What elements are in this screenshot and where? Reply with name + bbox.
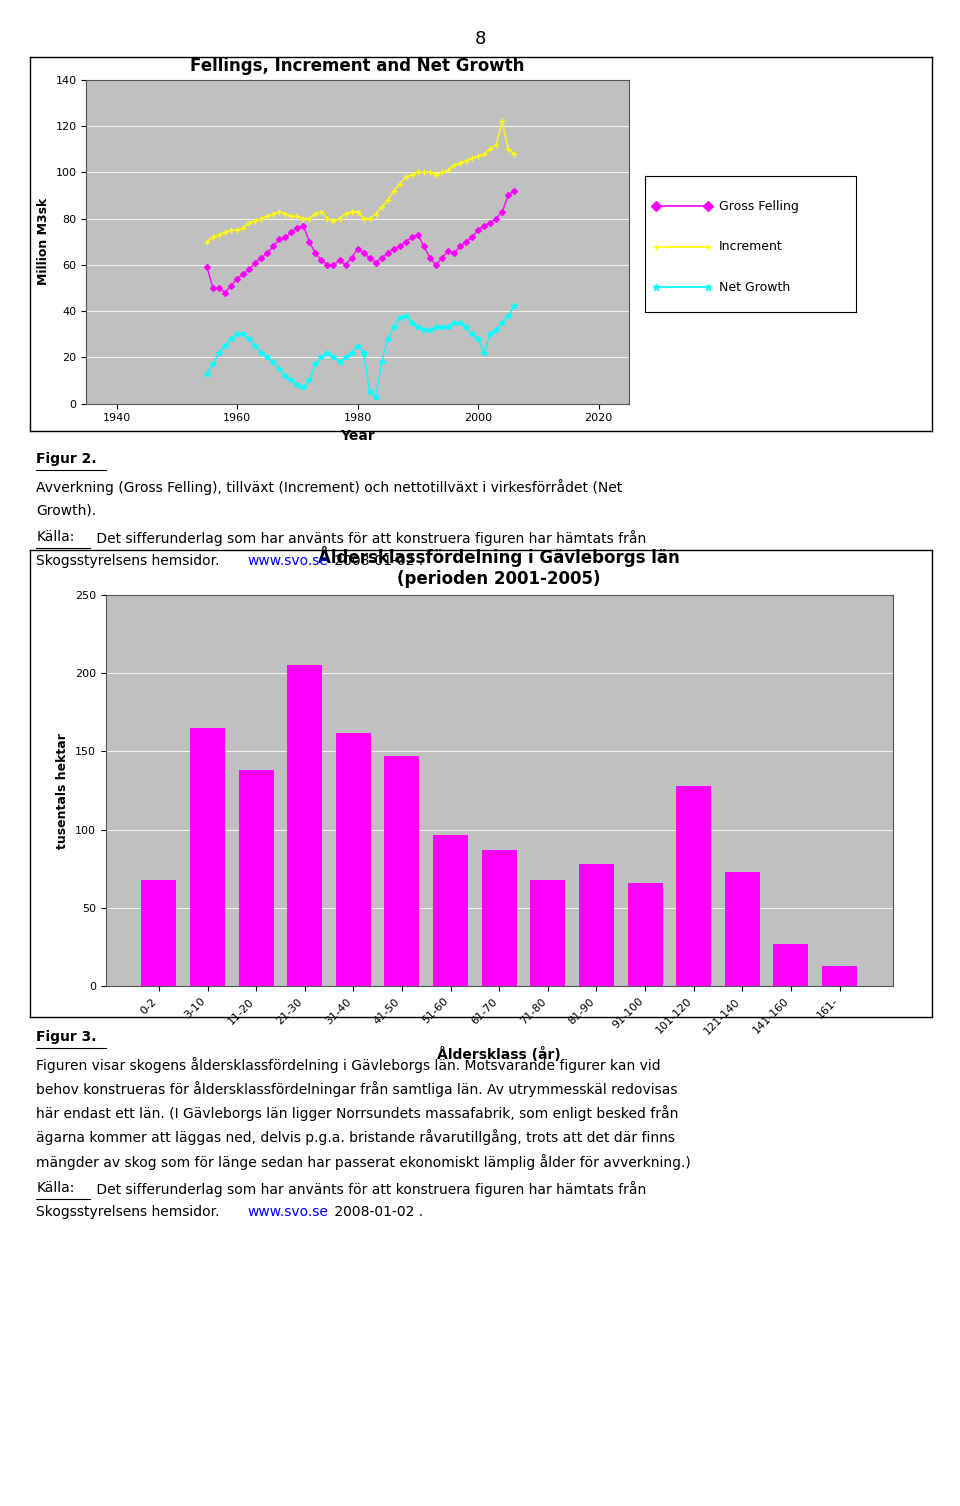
Bar <box>433 834 468 986</box>
Net Growth <box>491 321 502 339</box>
Gross Felling <box>394 238 405 256</box>
Gross Felling <box>202 258 213 276</box>
Bar <box>676 786 711 986</box>
Increment <box>346 203 357 221</box>
Increment <box>310 205 322 223</box>
Text: ägarna kommer att läggas ned, delvis p.g.a. bristande råvarutillgång, trots att : ägarna kommer att läggas ned, delvis p.g… <box>36 1130 676 1146</box>
Increment <box>388 182 399 200</box>
Bar <box>822 965 857 986</box>
Bar <box>239 770 274 986</box>
Bar <box>482 851 516 986</box>
Increment <box>496 113 508 131</box>
Net Growth <box>370 387 381 405</box>
Text: 8: 8 <box>474 30 486 48</box>
X-axis label: Åldersklass (år): Åldersklass (år) <box>438 1047 561 1062</box>
Bar <box>628 883 662 986</box>
Text: här endast ett län. (I Gävleborgs län ligger Norrsundets massafabrik, som enligt: här endast ett län. (I Gävleborgs län li… <box>36 1105 679 1122</box>
Text: www.svo.se: www.svo.se <box>248 554 328 568</box>
Bar <box>190 727 225 986</box>
Net Growth <box>509 298 520 316</box>
Text: Skogsstyrelsens hemsidor.: Skogsstyrelsens hemsidor. <box>36 554 225 568</box>
Bar <box>287 666 323 986</box>
Text: Källa:: Källa: <box>36 1181 75 1194</box>
Text: www.svo.se: www.svo.se <box>248 1205 328 1218</box>
Net Growth <box>346 343 357 361</box>
Text: Figuren visar skogens åldersklassfördelning i Gävleborgs län. Motsvarande figure: Figuren visar skogens åldersklassfördeln… <box>36 1057 661 1074</box>
Gross Felling <box>231 270 243 288</box>
Text: mängder av skog som för länge sedan har passerat ekonomiskt lämplig ålder för av: mängder av skog som för länge sedan har … <box>36 1154 691 1170</box>
Gross Felling <box>219 283 230 301</box>
Text: Avverkning (Gross Felling), tillväxt (Increment) och nettotillväxt i virkesförrå: Avverkning (Gross Felling), tillväxt (In… <box>36 479 623 495</box>
Text: Growth).: Growth). <box>36 503 97 517</box>
Text: 2008-01-02 .: 2008-01-02 . <box>330 554 423 568</box>
Text: Gross Felling: Gross Felling <box>719 199 799 212</box>
Title: Åldersklassfördelning i Gävleborgs län
(perioden 2001-2005): Åldersklassfördelning i Gävleborgs län (… <box>319 547 680 587</box>
Gross Felling <box>351 239 363 258</box>
Increment <box>226 221 237 239</box>
Text: Källa:: Källa: <box>36 530 75 544</box>
Line: Net Growth: Net Growth <box>204 304 517 399</box>
Net Growth <box>310 355 322 373</box>
Increment <box>485 140 496 158</box>
Text: Skogsstyrelsens hemsidor.: Skogsstyrelsens hemsidor. <box>36 1205 225 1218</box>
Text: Det sifferunderlag som har använts för att konstruera figuren har hämtats från: Det sifferunderlag som har använts för a… <box>92 1181 646 1197</box>
Gross Felling <box>316 252 327 270</box>
Text: Net Growth: Net Growth <box>719 280 790 294</box>
Bar <box>579 864 614 986</box>
Gross Felling <box>406 227 418 245</box>
Net Growth <box>202 364 213 383</box>
Bar <box>384 756 420 986</box>
Bar <box>336 733 371 986</box>
Bar <box>725 872 759 986</box>
Text: Figur 3.: Figur 3. <box>36 1030 97 1044</box>
Y-axis label: tusentals hektar: tusentals hektar <box>57 733 69 848</box>
Text: behov konstrueras för åldersklassfördelningar från samtliga län. Av utrymmesskäl: behov konstrueras för åldersklassfördeln… <box>36 1081 678 1098</box>
Increment <box>202 233 213 252</box>
Y-axis label: Million M3sk: Million M3sk <box>37 199 50 285</box>
Bar <box>141 880 177 986</box>
Gross Felling <box>509 182 520 200</box>
Net Growth <box>394 309 405 327</box>
Text: 2008-01-02 .: 2008-01-02 . <box>330 1205 423 1218</box>
Text: Increment: Increment <box>719 239 782 253</box>
Line: Gross Felling: Gross Felling <box>204 188 516 295</box>
Net Growth <box>406 313 418 331</box>
Line: Increment: Increment <box>204 117 517 245</box>
Bar <box>774 944 808 986</box>
Bar <box>530 880 565 986</box>
Gross Felling <box>491 209 502 227</box>
Title: Fellings, Increment and Net Growth: Fellings, Increment and Net Growth <box>190 57 525 75</box>
Increment <box>509 145 520 163</box>
Text: Figur 2.: Figur 2. <box>36 452 97 465</box>
X-axis label: Year: Year <box>340 429 375 443</box>
Increment <box>400 169 412 187</box>
Text: Det sifferunderlag som har använts för att konstruera figuren har hämtats från: Det sifferunderlag som har använts för a… <box>92 530 646 547</box>
Net Growth <box>226 330 237 348</box>
